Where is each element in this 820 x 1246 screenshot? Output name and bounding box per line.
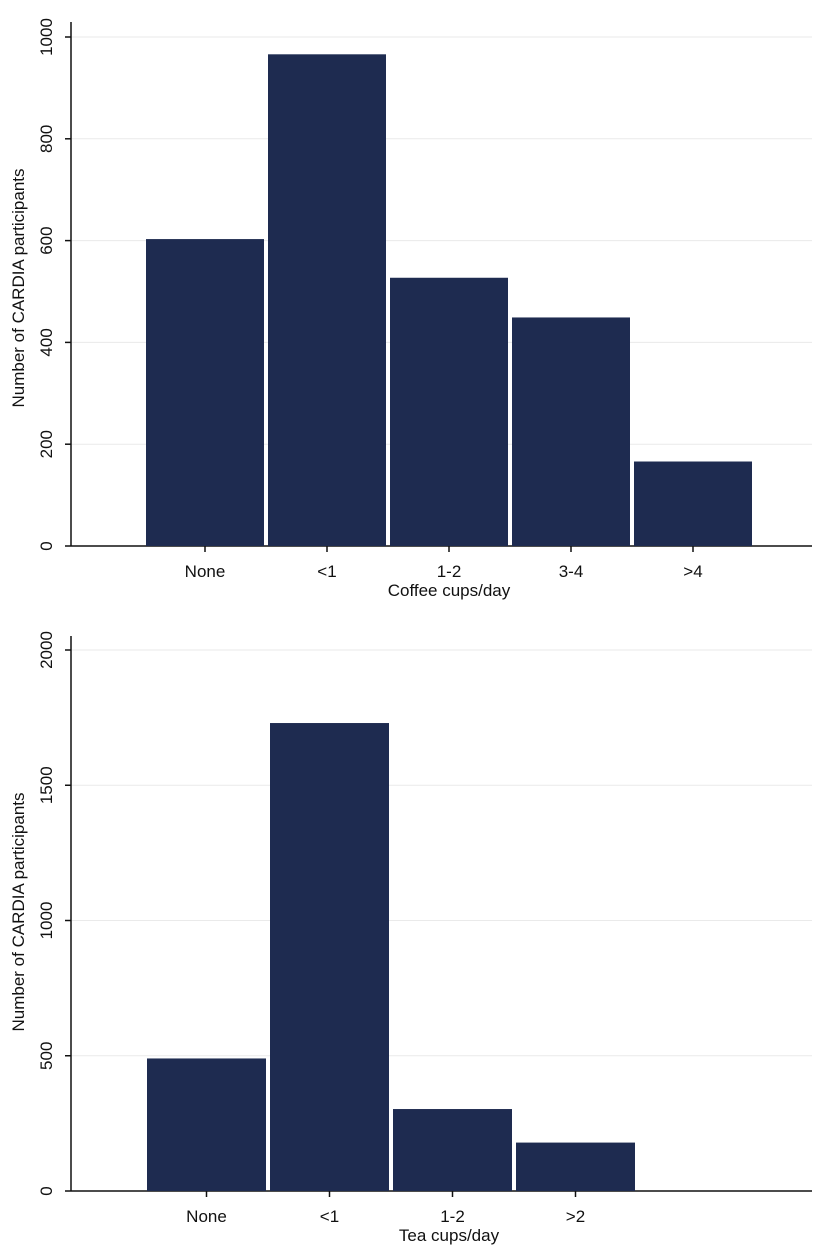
bar <box>634 461 752 546</box>
x-tick-label: >2 <box>566 1207 585 1226</box>
bar <box>393 1109 512 1191</box>
bar <box>516 1142 635 1191</box>
bar <box>390 277 508 546</box>
coffee-chart: Number of CARDIA participants Coffee cup… <box>9 18 812 600</box>
x-axis-label: Coffee cups/day <box>388 581 511 600</box>
x-tick-label: None <box>186 1207 227 1226</box>
y-tick-label: 200 <box>37 430 56 458</box>
y-tick-label: 0 <box>37 541 56 550</box>
y-axis-label: Number of CARDIA participants <box>9 168 28 407</box>
y-tick-label: 1000 <box>37 902 56 940</box>
y-tick-label: 0 <box>37 1186 56 1195</box>
y-axis-label: Number of CARDIA participants <box>9 792 28 1031</box>
x-tick-label: None <box>185 562 226 581</box>
bar <box>512 317 630 546</box>
x-tick-label: 1-2 <box>437 562 462 581</box>
y-tick-label: 500 <box>37 1042 56 1070</box>
bar <box>146 239 264 546</box>
x-tick-label: 3-4 <box>559 562 584 581</box>
y-tick-label: 400 <box>37 328 56 356</box>
y-tick-label: 600 <box>37 226 56 254</box>
y-tick-label: 2000 <box>37 631 56 669</box>
y-tick-label: 1000 <box>37 18 56 56</box>
bar <box>268 54 386 546</box>
bar <box>270 723 389 1191</box>
x-tick-label: <1 <box>320 1207 339 1226</box>
x-tick-label: 1-2 <box>440 1207 465 1226</box>
tea-chart: Number of CARDIA participants Tea cups/d… <box>9 631 812 1245</box>
y-tick-label: 800 <box>37 125 56 153</box>
y-tick-label: 1500 <box>37 766 56 804</box>
x-tick-label: <1 <box>317 562 336 581</box>
bar <box>147 1058 266 1191</box>
x-tick-label: >4 <box>683 562 702 581</box>
x-axis-label: Tea cups/day <box>399 1226 500 1245</box>
